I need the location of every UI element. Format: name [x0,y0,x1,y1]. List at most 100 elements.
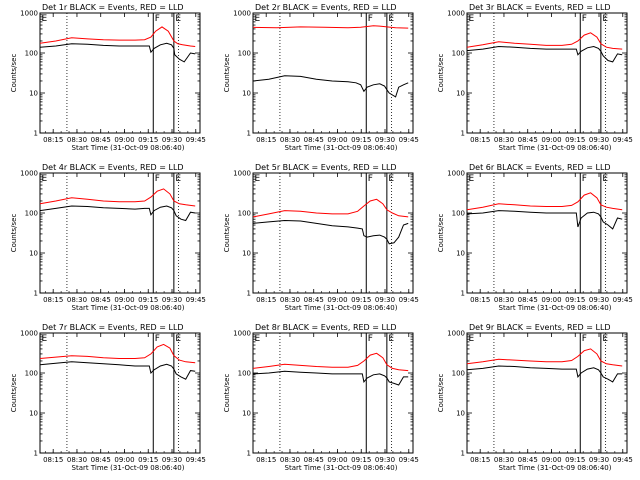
x-tick-label: 08:15 [256,456,276,464]
y-tick-label: 10 [29,250,38,258]
x-tick-label: 08:45 [304,136,324,144]
y-tick-label: 10 [242,410,251,418]
y-tick-label: 1000 [20,10,38,18]
time-marker-label: F [368,334,373,344]
series-line-events [252,370,409,386]
plot-frame [466,12,628,134]
x-tick-label: 08:45 [518,136,538,144]
series-line-events [39,42,196,63]
x-tick-label: 08:45 [518,456,538,464]
x-tick-label: 08:45 [91,296,111,304]
y-tick-label: 100 [25,370,38,378]
panel-title: Det 1r BLACK = Events, RED = LLD [42,3,184,12]
x-tick-label: 09:30 [375,296,395,304]
y-axis-label: Counts/sec [223,214,231,253]
y-axis-label: Counts/sec [437,54,445,93]
x-tick-label: 09:00 [541,456,561,464]
y-tick-label: 10 [29,90,38,98]
time-marker-label: F [582,174,587,184]
y-tick-label: 1000 [20,330,38,338]
x-tick-label: 09:15 [138,136,158,144]
x-axis-label: Start Time (31-Oct-09 08:06:40) [285,304,398,312]
time-marker-label: F [368,174,373,184]
x-tick-label: 08:30 [494,136,514,144]
panel-det-2: Det 2r BLACK = Events, RED = LLD 1 10 100 10… [223,3,419,152]
panel-title: Det 3r BLACK = Events, RED = LLD [469,3,611,12]
y-tick-label: 100 [452,370,465,378]
y-axis-label: Counts/sec [437,214,445,253]
x-tick-label: 09:15 [565,136,585,144]
x-tick-label: 09:30 [375,456,395,464]
y-tick-label: 100 [452,50,465,58]
y-tick-label: 1 [247,450,251,458]
x-tick-label: 09:45 [186,136,206,144]
x-tick-label: 08:45 [91,456,111,464]
y-tick-label: 10 [242,90,251,98]
panel-title: Det 6r BLACK = Events, RED = LLD [469,163,611,172]
x-tick-label: 08:15 [43,456,63,464]
x-tick-label: 09:45 [186,296,206,304]
y-tick-label: 1 [247,130,251,138]
time-marker-label: E [42,334,48,344]
x-tick-label: 08:15 [470,456,490,464]
x-tick-label: 09:30 [589,136,609,144]
x-tick-label: 08:30 [67,456,87,464]
y-tick-label: 1000 [233,330,251,338]
x-tick-label: 09:45 [613,456,633,464]
x-tick-label: 09:00 [114,296,134,304]
y-axis-label: Counts/sec [437,374,445,413]
series-line-events [466,210,623,230]
x-tick-label: 08:30 [494,296,514,304]
panel-title: Det 4r BLACK = Events, RED = LLD [42,163,184,172]
plot-frame [39,332,201,454]
panel-title: Det 2r BLACK = Events, RED = LLD [255,3,397,12]
series-line-lld [252,198,409,218]
x-tick-label: 08:15 [470,136,490,144]
x-tick-label: 09:15 [351,296,371,304]
y-tick-label: 10 [456,250,465,258]
panel-det-7: Det 7r BLACK = Events, RED = LLD 1 10 100 10… [10,323,206,472]
x-tick-label: 08:30 [280,136,300,144]
x-tick-label: 09:30 [589,456,609,464]
time-marker-label: E [255,14,261,24]
plot-frame [252,332,414,454]
y-tick-label: 10 [456,90,465,98]
x-axis-label: Start Time (31-Oct-09 08:06:40) [499,464,612,472]
x-tick-label: 09:00 [114,456,134,464]
x-tick-label: 08:30 [67,136,87,144]
x-tick-label: 09:00 [327,296,347,304]
time-marker-label: F [582,14,587,24]
time-marker-label: F [155,174,160,184]
x-tick-label: 09:45 [613,136,633,144]
x-tick-label: 09:15 [565,296,585,304]
plot-frame [466,332,628,454]
series-line-events [39,361,196,380]
x-tick-label: 09:30 [162,456,182,464]
y-axis-label: Counts/sec [10,54,18,93]
series-line-events [252,75,409,98]
x-tick-label: 08:15 [43,136,63,144]
panel-title: Det 5r BLACK = Events, RED = LLD [255,163,397,172]
y-axis-label: Counts/sec [10,214,18,253]
y-tick-label: 1000 [233,170,251,178]
panel-det-8: Det 8r BLACK = Events, RED = LLD 1 10 100 10… [223,323,419,472]
x-axis-label: Start Time (31-Oct-09 08:06:40) [285,464,398,472]
y-tick-label: 10 [29,410,38,418]
x-tick-label: 08:45 [518,296,538,304]
y-tick-label: 1 [34,290,38,298]
plot-frame [39,12,201,134]
y-tick-label: 100 [238,370,251,378]
time-marker-label: E [469,174,475,184]
y-tick-label: 1000 [447,170,465,178]
plot-frame [252,12,414,134]
time-marker-label: E [255,174,261,184]
series-line-lld [39,343,196,364]
x-tick-label: 09:15 [351,456,371,464]
panel-det-4: Det 4r BLACK = Events, RED = LLD 1 10 100 10… [10,163,206,312]
y-tick-label: 1 [461,130,465,138]
x-tick-label: 08:15 [43,296,63,304]
x-axis-label: Start Time (31-Oct-09 08:06:40) [285,144,398,152]
x-tick-label: 08:30 [280,456,300,464]
time-marker-label: E [469,14,475,24]
x-tick-label: 09:45 [399,456,419,464]
